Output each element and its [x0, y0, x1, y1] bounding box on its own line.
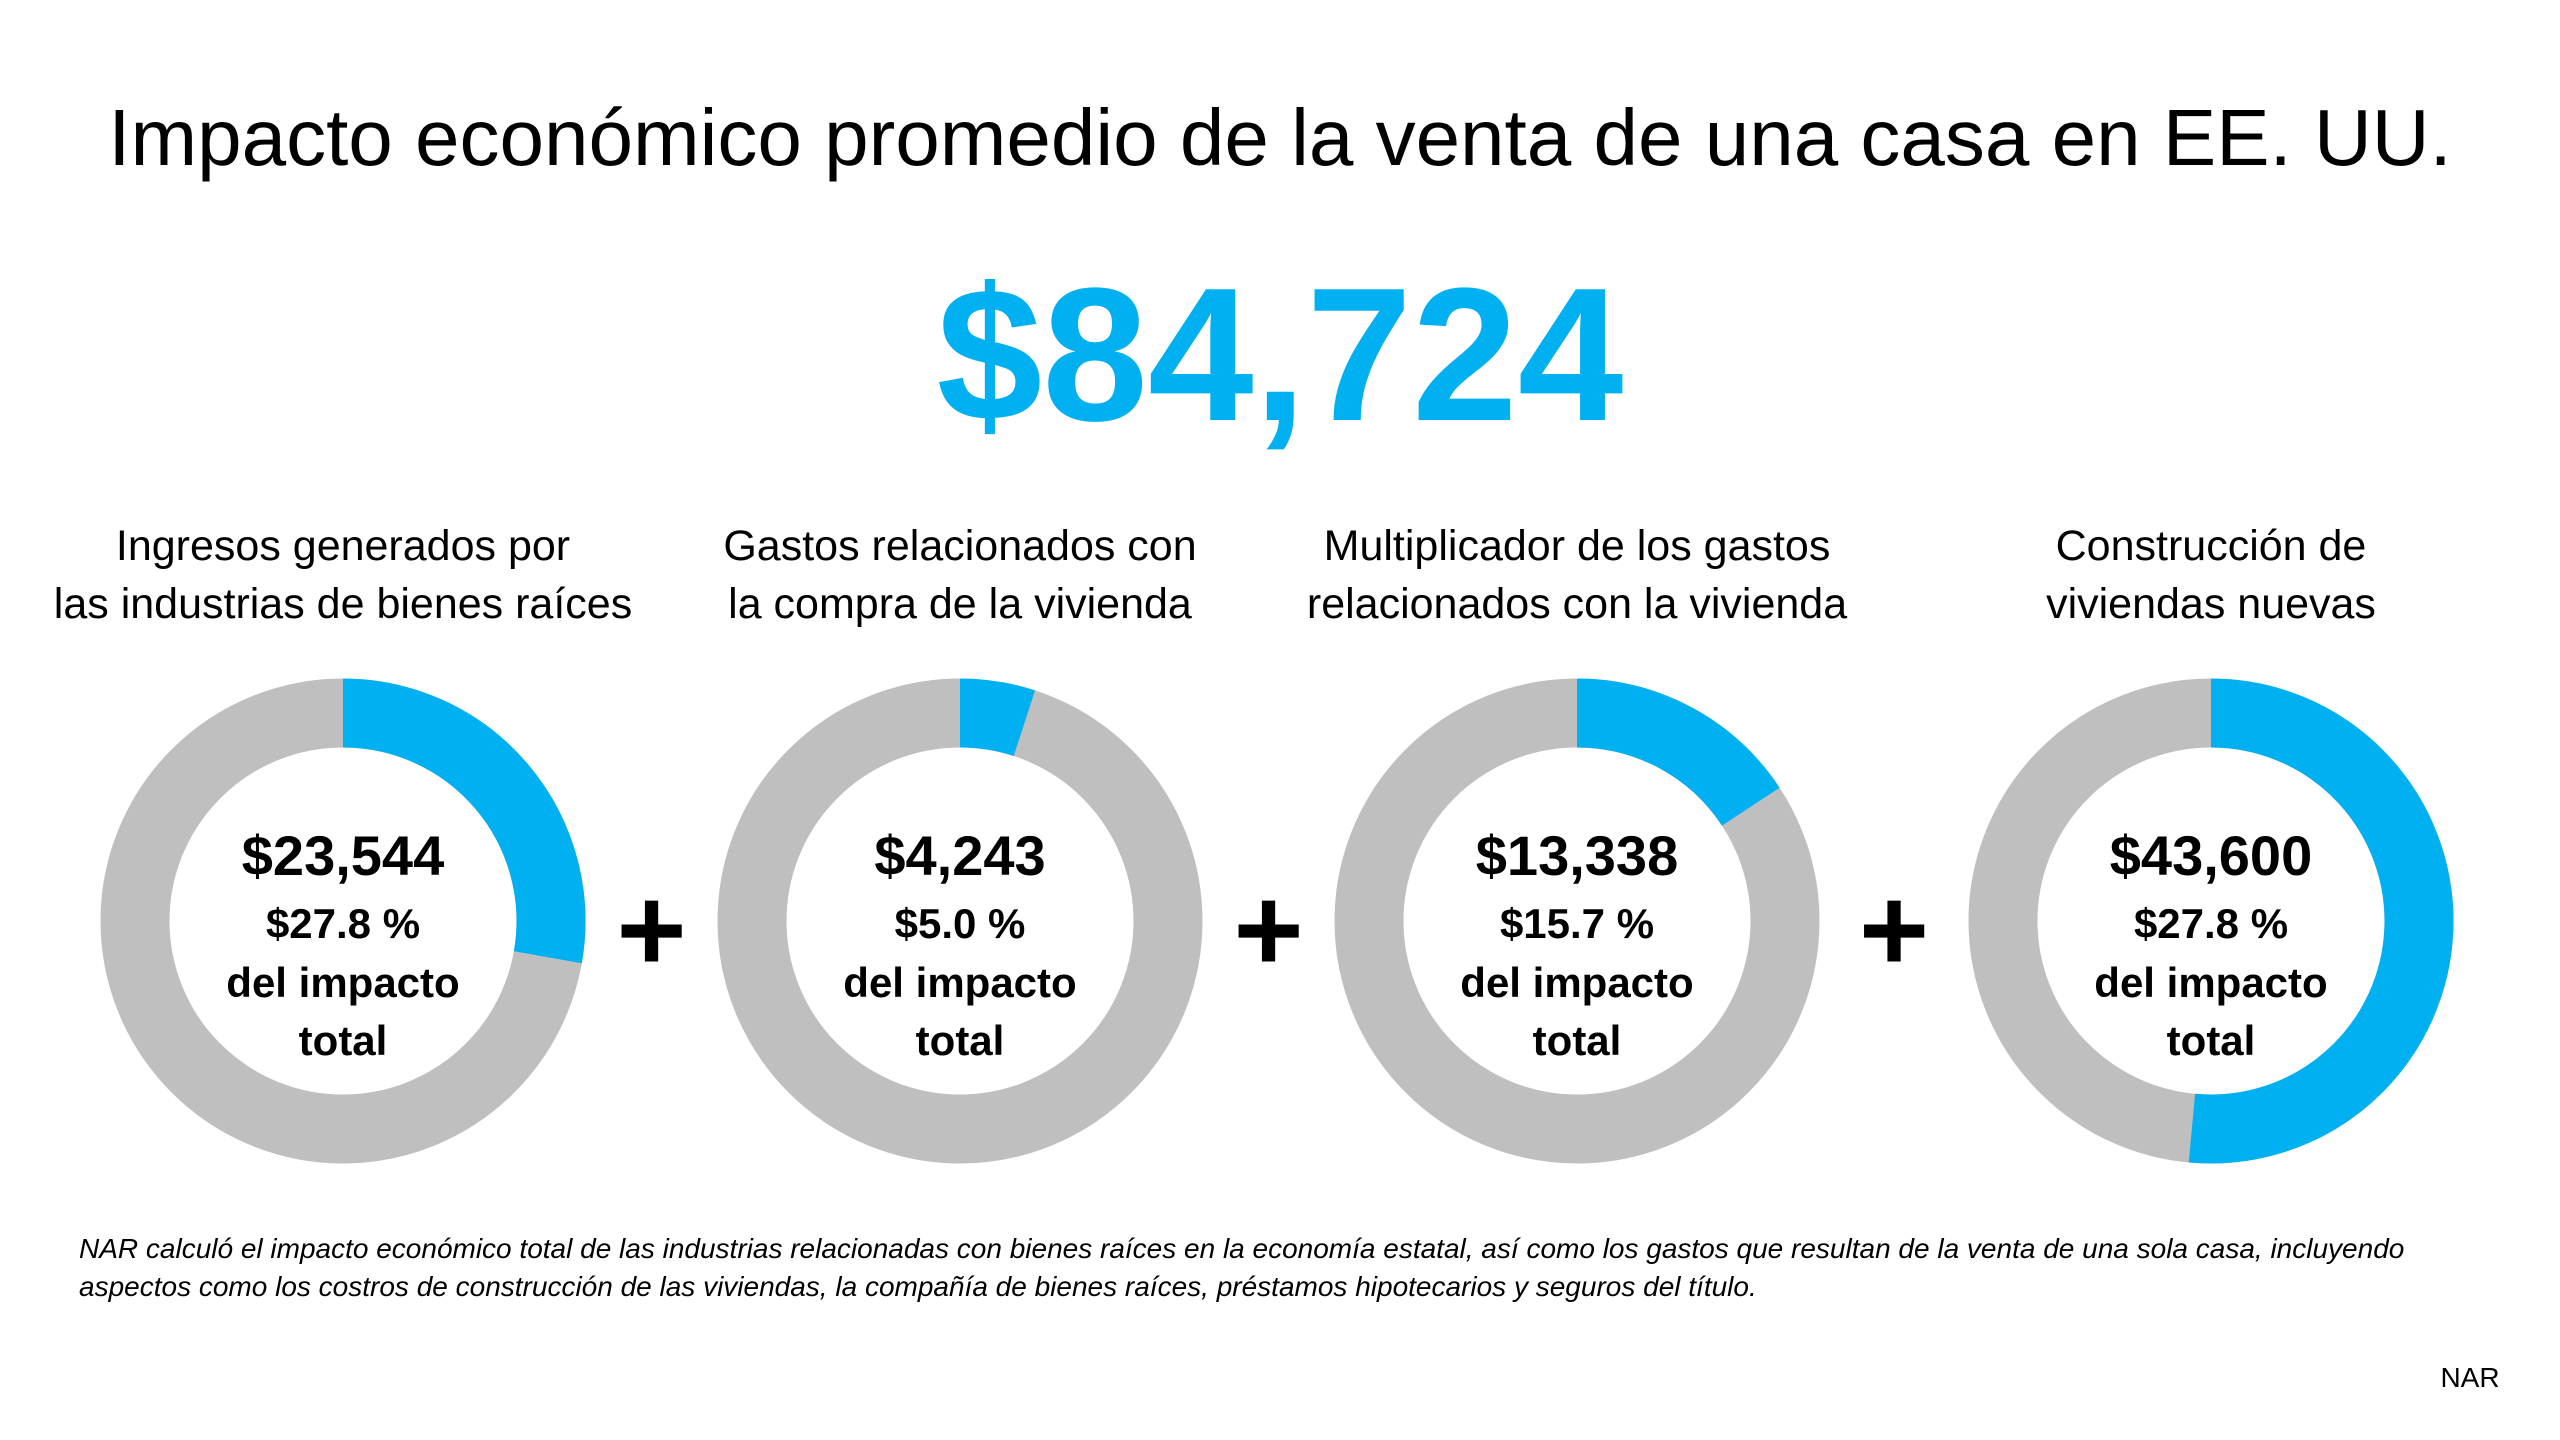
category-label: Gastos relacionados con	[723, 522, 1197, 570]
percent-label: $15.7 %	[1499, 900, 1655, 947]
source: NAR	[2440, 1362, 2500, 1393]
donut-segment	[1576, 678, 1780, 827]
center-note: del impacto total	[843, 959, 1077, 1064]
category-label: las industrias de bienes raíces	[53, 580, 633, 628]
footnote: NAR calculó el impacto económico total d…	[79, 1233, 2405, 1302]
category-label: Multiplicador de los gastos	[1323, 522, 1831, 570]
category-label: Construcción de	[2055, 522, 2367, 570]
plus-sign: +	[616, 863, 687, 997]
value-label: $23,544	[241, 824, 445, 887]
category-label: viviendas nuevas	[2046, 580, 2376, 628]
donut-segment	[2188, 678, 2454, 1164]
value-label: $4,243	[874, 824, 1046, 887]
value-label: $43,600	[2109, 824, 2313, 887]
chart-title: Impacto económico promedio de la venta d…	[108, 93, 2452, 182]
donut-segment	[342, 678, 586, 964]
total-value: $84,724	[936, 249, 1624, 461]
center-note: del impacto total	[2094, 959, 2328, 1064]
percent-label: $27.8 %	[2133, 900, 2289, 947]
center-note: del impacto total	[226, 959, 460, 1064]
category-label: relacionados con la vivienda	[1306, 580, 1848, 628]
percent-label: $27.8 %	[265, 900, 421, 947]
category-label: la compra de la vivienda	[728, 580, 1192, 628]
plus-sign: +	[1233, 863, 1304, 997]
donut-segment	[959, 678, 1036, 757]
category-label: Ingresos generados por	[115, 522, 571, 570]
percent-label: $5.0 %	[894, 900, 1026, 947]
center-note: del impacto total	[1460, 959, 1694, 1064]
value-label: $13,338	[1475, 824, 1679, 887]
plus-sign: +	[1858, 863, 1930, 997]
